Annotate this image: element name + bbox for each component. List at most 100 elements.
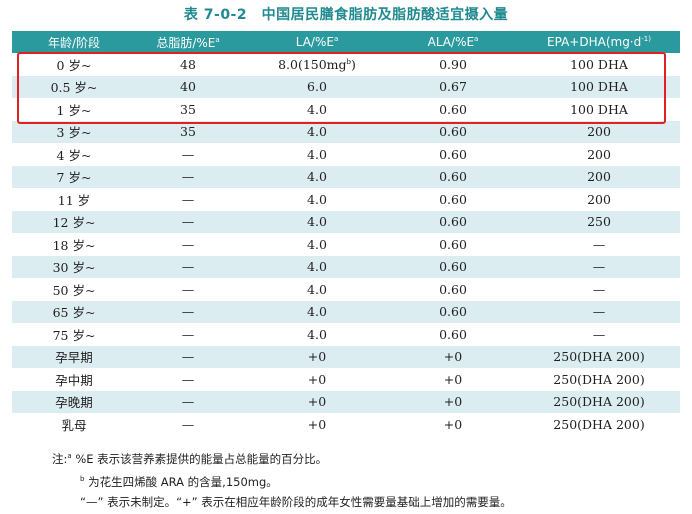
cell-la: 6.0 xyxy=(307,79,327,95)
header-total-fat: 总脂肪/%Ea xyxy=(156,35,220,50)
table-row: 0.5 岁~ 40 6.0 0.67 100 DHA xyxy=(12,75,680,98)
header-epa-dha: EPA+DHA(mg·d-1) xyxy=(547,35,651,49)
cell-ala: +0 xyxy=(443,349,463,365)
cell-la: 4.0 xyxy=(307,124,327,140)
cell-ala: 0.60 xyxy=(439,259,467,275)
cell-la: +0 xyxy=(307,371,327,387)
header-la: LA/%Ea xyxy=(295,35,339,49)
cell-age-stage: 18 岁~ xyxy=(52,237,96,253)
cell-ala: 0.60 xyxy=(439,124,467,140)
cell-total-fat: — xyxy=(181,394,195,410)
cell-total-fat: — xyxy=(181,349,195,365)
cell-ala: 0.60 xyxy=(439,236,467,252)
cell-age-stage: 65 岁~ xyxy=(52,305,96,321)
cell-epa-dha: — xyxy=(592,281,606,297)
cell-la: +0 xyxy=(307,349,327,365)
cell-epa-dha: 100 DHA xyxy=(570,101,628,117)
table-title: 表 7-0-2 中国居民膳食脂肪及脂肪酸适宜摄入量 xyxy=(183,7,509,23)
cell-epa-dha: 250(DHA 200) xyxy=(553,371,645,387)
cell-total-fat: — xyxy=(181,259,195,275)
cell-age-stage: 1 岁~ xyxy=(56,102,92,118)
cell-la: 4.0 xyxy=(307,191,327,207)
table-notes: 注:a %E 表示该营养素提供的能量占总能量的百分比。 b 为花生四烯酸 ARA… xyxy=(52,446,512,512)
cell-la: 4.0 xyxy=(307,259,327,275)
cell-total-fat: — xyxy=(181,371,195,387)
cell-age-stage: 30 岁~ xyxy=(52,260,96,276)
cell-age-stage: 7 岁~ xyxy=(56,170,92,186)
cell-age-stage: 乳母 xyxy=(61,417,87,433)
cell-ala: 0.60 xyxy=(439,146,467,162)
cell-age-stage: 11 岁 xyxy=(57,192,91,208)
cell-la: +0 xyxy=(307,394,327,410)
cell-ala: 0.60 xyxy=(439,214,467,230)
table-row: 30 岁~ — 4.0 0.60 — xyxy=(12,255,680,278)
cell-total-fat: — xyxy=(181,236,195,252)
cell-ala: 0.60 xyxy=(439,304,467,320)
cell-epa-dha: 200 xyxy=(587,169,611,185)
cell-la: 4.0 xyxy=(307,326,327,342)
table-row: 孕晚期 — +0 +0 250(DHA 200) xyxy=(12,390,680,413)
cell-epa-dha: 250(DHA 200) xyxy=(553,416,645,432)
cell-total-fat: — xyxy=(181,281,195,297)
cell-ala: 0.60 xyxy=(439,169,467,185)
cell-ala: +0 xyxy=(443,371,463,387)
cell-la: +0 xyxy=(307,416,327,432)
cell-age-stage: 50 岁~ xyxy=(52,282,96,298)
cell-epa-dha: 100 DHA xyxy=(570,56,628,72)
table-body: 0 岁~ 48 8.0(150mgb) 0.90 100 DHA 0.5 岁~ 40 6.0 0… xyxy=(12,53,680,436)
cell-la: 8.0(150mgb) xyxy=(278,56,356,72)
table-row: 50 岁~ — 4.0 0.60 — xyxy=(12,278,680,301)
table-row: 7 岁~ — 4.0 0.60 200 xyxy=(12,165,680,188)
cell-epa-dha: — xyxy=(592,259,606,275)
cell-la: 4.0 xyxy=(307,304,327,320)
cell-ala: +0 xyxy=(443,394,463,410)
cell-la: 4.0 xyxy=(307,214,327,230)
cell-age-stage: 孕晚期 xyxy=(55,395,93,411)
cell-la: 4.0 xyxy=(307,146,327,162)
table-row: 65 岁~ — 4.0 0.60 — xyxy=(12,300,680,323)
cell-total-fat: — xyxy=(181,169,195,185)
header-ala: ALA/%Ea xyxy=(427,35,479,49)
table-row: 0 岁~ 48 8.0(150mgb) 0.90 100 DHA xyxy=(12,53,680,76)
header-age-stage: 年龄/阶段 xyxy=(47,35,101,50)
table-header-row: 年龄/阶段 总脂肪/%Ea LA/%Ea ALA/%Ea EPA+DHA(mg·… xyxy=(12,31,680,53)
note-line-1: 注:a %E 表示该营养素提供的能量占总能量的百分比。 xyxy=(52,451,328,466)
table-row: 12 岁~ — 4.0 0.60 250 xyxy=(12,210,680,233)
cell-la: 4.0 xyxy=(307,169,327,185)
cell-total-fat: — xyxy=(181,146,195,162)
highlight-box-infant-rows xyxy=(17,52,666,124)
cell-epa-dha: — xyxy=(592,326,606,342)
cell-epa-dha: 250(DHA 200) xyxy=(553,394,645,410)
cell-age-stage: 孕早期 xyxy=(55,350,93,366)
cell-total-fat: — xyxy=(181,304,195,320)
cell-total-fat: — xyxy=(181,416,195,432)
table-row: 75 岁~ — 4.0 0.60 — xyxy=(12,323,680,346)
cell-age-stage: 3 岁~ xyxy=(56,125,92,141)
cell-ala: 0.60 xyxy=(439,101,467,117)
cell-age-stage: 孕中期 xyxy=(55,372,93,388)
cell-age-stage: 12 岁~ xyxy=(52,215,96,231)
cell-epa-dha: — xyxy=(592,304,606,320)
cell-ala: +0 xyxy=(443,416,463,432)
table-row: 11 岁 — 4.0 0.60 200 xyxy=(12,188,680,211)
cell-epa-dha: 250(DHA 200) xyxy=(553,349,645,365)
cell-ala: 0.90 xyxy=(439,56,467,72)
intake-table: 年龄/阶段 总脂肪/%Ea LA/%Ea ALA/%Ea EPA+DHA(mg·… xyxy=(12,31,680,436)
cell-total-fat: 48 xyxy=(180,56,196,72)
table-row: 1 岁~ 35 4.0 0.60 100 DHA xyxy=(12,98,680,121)
cell-total-fat: 35 xyxy=(180,101,196,117)
cell-age-stage: 4 岁~ xyxy=(56,147,92,163)
table-row: 乳母 — +0 +0 250(DHA 200) xyxy=(12,413,680,436)
cell-la: 4.0 xyxy=(307,101,327,117)
table-row: 孕早期 — +0 +0 250(DHA 200) xyxy=(12,345,680,368)
cell-epa-dha: — xyxy=(592,236,606,252)
note-line-2: b 为花生四烯酸 ARA 的含量,150mg。 xyxy=(80,474,278,489)
table-row: 3 岁~ 35 4.0 0.60 200 xyxy=(12,120,680,143)
note-line-3: “—” 表示未制定。“+” 表示在相应年龄阶段的成年女性需要量基础上增加的需要量… xyxy=(80,494,512,509)
cell-total-fat: 40 xyxy=(180,79,196,95)
cell-ala: 0.60 xyxy=(439,191,467,207)
cell-epa-dha: 200 xyxy=(587,146,611,162)
cell-epa-dha: 200 xyxy=(587,191,611,207)
cell-total-fat: — xyxy=(181,326,195,342)
table-row: 4 岁~ — 4.0 0.60 200 xyxy=(12,143,680,166)
